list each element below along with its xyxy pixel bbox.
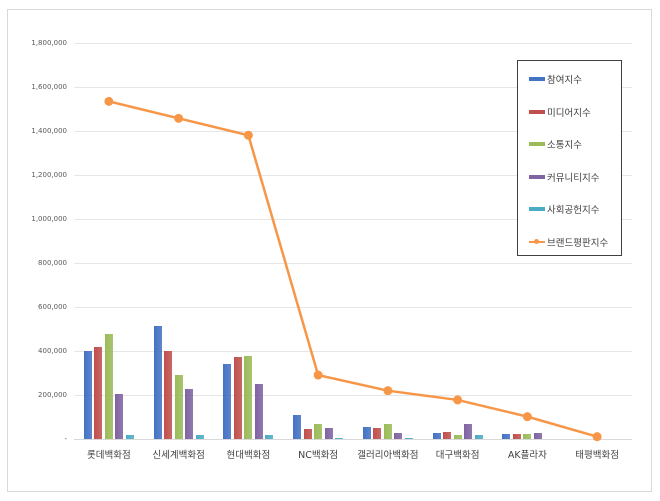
gridline <box>74 307 632 308</box>
bar-2 <box>164 351 173 440</box>
bar-1 <box>223 363 232 440</box>
gridline <box>74 263 632 264</box>
bar-1 <box>83 350 92 440</box>
line-marker <box>104 96 114 106</box>
bar-1 <box>572 438 581 440</box>
bar-5 <box>335 438 344 440</box>
x-axis-label: AK플라자 <box>507 450 547 461</box>
legend-label: 미디어지수 <box>547 107 591 119</box>
bar-3 <box>383 424 392 440</box>
line-marker <box>174 113 184 123</box>
legend-item: 미디어지수 <box>529 105 591 119</box>
bar-1 <box>502 434 511 440</box>
bar-1 <box>153 326 162 440</box>
bar-3 <box>453 434 462 440</box>
y-tick-label: 1,000,000 <box>31 215 67 224</box>
y-tick-label: 1,600,000 <box>31 83 67 92</box>
legend-swatch-icon <box>529 238 545 244</box>
bar-2 <box>443 431 452 440</box>
legend-item: 커뮤니티지수 <box>529 170 599 184</box>
legend-swatch-icon <box>529 77 545 81</box>
bar-4 <box>603 438 612 440</box>
bar-2 <box>373 427 382 440</box>
bar-3 <box>174 375 183 440</box>
y-tick-label: 800,000 <box>38 259 67 268</box>
bar-2 <box>303 428 312 440</box>
gridline <box>74 395 632 396</box>
gridline <box>74 131 632 132</box>
legend-label: 커뮤니티지수 <box>547 172 600 184</box>
y-tick-label: 600,000 <box>38 303 67 312</box>
line-marker <box>592 432 602 442</box>
y-tick-label: 1,200,000 <box>31 171 67 180</box>
bar-1 <box>362 426 371 440</box>
x-axis-label: 태평백화점 <box>575 450 619 461</box>
gridline <box>74 43 632 44</box>
y-tick-label: - <box>64 435 67 444</box>
bar-4 <box>254 383 263 440</box>
bar-2 <box>582 438 591 440</box>
bar-3 <box>104 333 113 440</box>
legend-swatch-icon <box>529 109 545 114</box>
x-axis-label: 대구백화점 <box>435 450 480 461</box>
gridline <box>74 219 632 220</box>
line-marker <box>313 370 323 380</box>
legend-item: 참여지수 <box>529 72 582 86</box>
gridline <box>74 439 632 440</box>
y-tick-label: 1,400,000 <box>31 127 67 136</box>
line-marker <box>522 412 532 422</box>
x-axis-label: 현대백화점 <box>226 450 271 461</box>
bar-5 <box>474 435 483 440</box>
legend-label: 소통지수 <box>547 140 582 151</box>
legend-item: 사회공헌지수 <box>529 202 599 216</box>
bar-4 <box>115 393 124 440</box>
legend-label: 사회공헌지수 <box>547 205 600 216</box>
bar-1 <box>432 433 441 440</box>
bar-5 <box>125 434 134 440</box>
bar-5 <box>614 438 623 440</box>
line-marker <box>243 130 253 140</box>
bar-3 <box>523 434 532 440</box>
bar-5 <box>544 438 553 440</box>
legend-swatch-icon <box>529 142 545 146</box>
bar-5 <box>195 434 204 440</box>
gridline <box>74 351 632 352</box>
gridline <box>74 87 632 88</box>
x-axis-label: 롯데백화점 <box>87 450 131 461</box>
bar-4 <box>533 433 542 440</box>
x-axis-label: 신세계백화점 <box>152 450 205 461</box>
y-tick-label: 400,000 <box>38 347 67 356</box>
y-tick-label: 200,000 <box>38 391 67 400</box>
legend-label: 브랜드평판지수 <box>547 237 609 249</box>
bar-1 <box>293 415 302 440</box>
line-marker <box>453 395 463 405</box>
legend-swatch-icon <box>529 174 545 179</box>
legend-item: 소통지수 <box>529 137 582 151</box>
legend-swatch-icon <box>529 207 545 211</box>
bar-4 <box>185 388 194 440</box>
bar-5 <box>265 435 274 440</box>
line-marker <box>383 386 393 396</box>
legend-label: 참여지수 <box>547 75 582 86</box>
gridline <box>74 175 632 176</box>
legend-item: 브랜드평판지수 <box>529 235 608 249</box>
bar-2 <box>233 357 242 440</box>
bar-3 <box>244 355 253 440</box>
x-axis-label: 갤러리아백화점 <box>357 450 419 461</box>
y-tick-label: 1,800,000 <box>31 39 67 48</box>
bar-2 <box>94 347 103 440</box>
bar-4 <box>464 423 473 440</box>
x-axis-label: NC백화점 <box>298 450 339 461</box>
bar-4 <box>394 432 403 440</box>
bar-2 <box>512 433 521 440</box>
bar-5 <box>404 437 413 440</box>
bar-4 <box>324 427 333 440</box>
bar-3 <box>314 423 323 440</box>
